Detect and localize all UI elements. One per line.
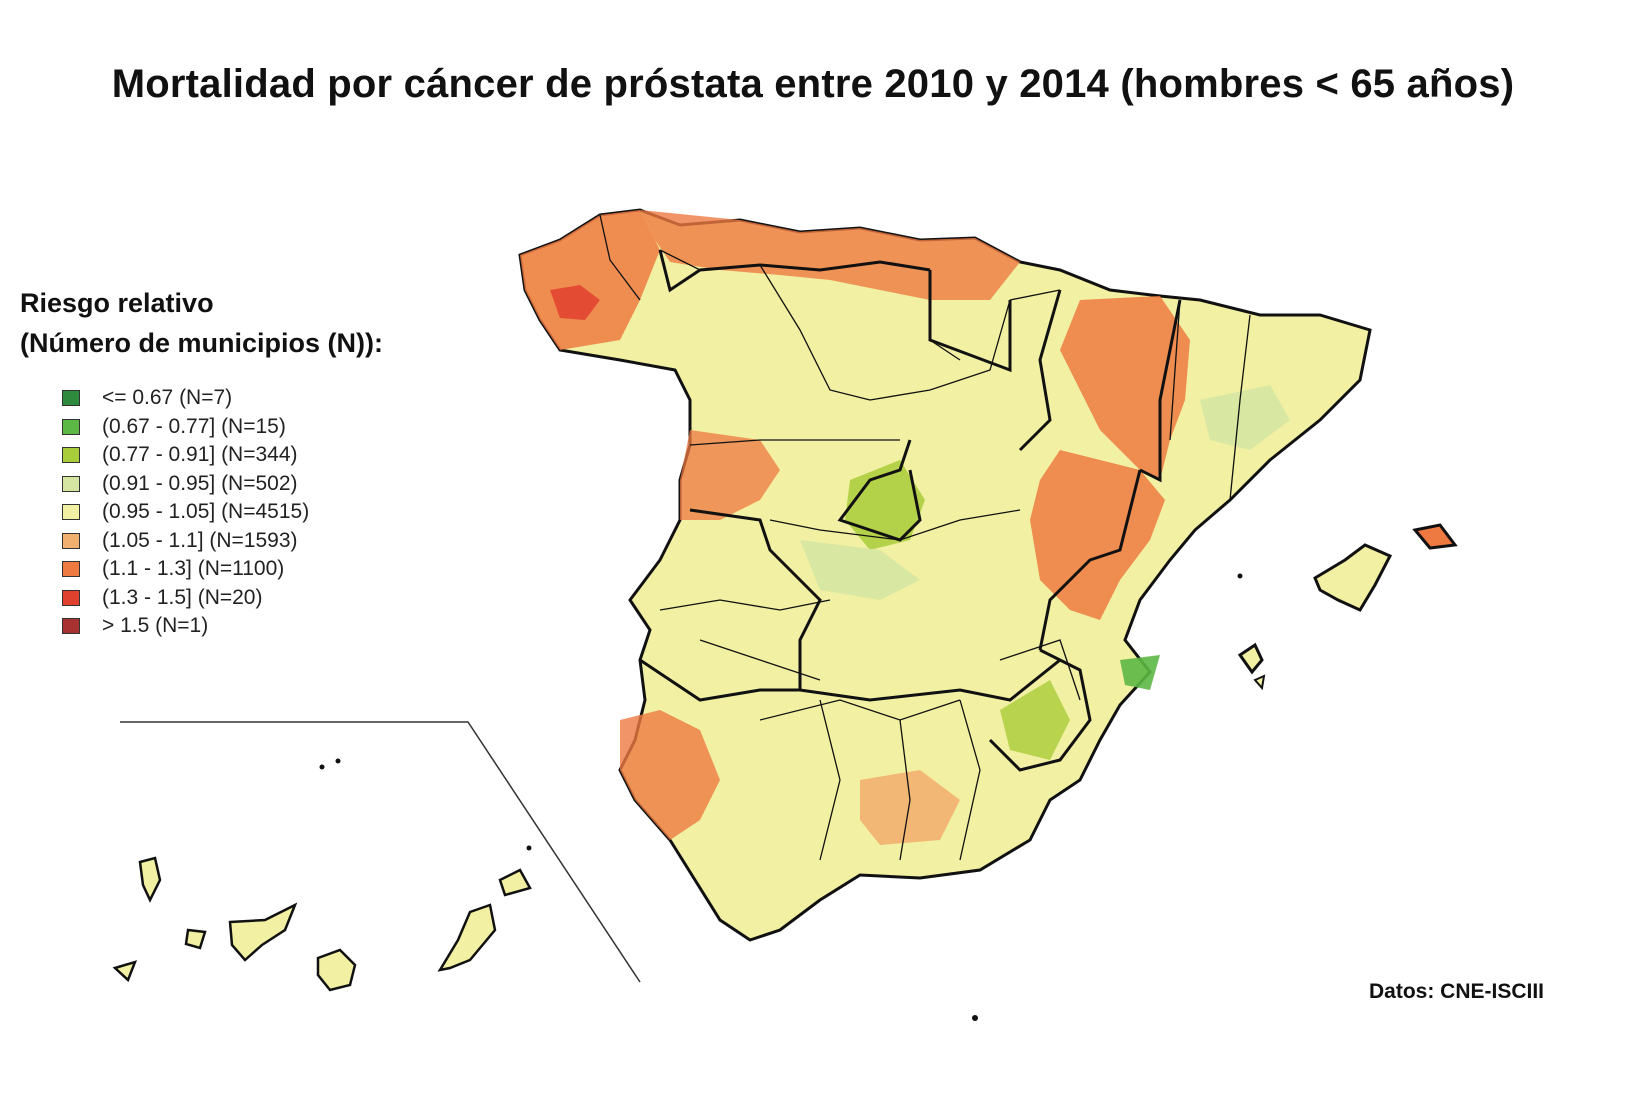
- islet-dot: [1237, 573, 1243, 579]
- region-alicante-green: [1120, 655, 1160, 690]
- islet-dot: [319, 764, 325, 770]
- legend-item: <= 0.67 (N=7): [62, 384, 309, 413]
- region-galicia-hotspot: [550, 285, 600, 320]
- community-borders: [639, 249, 1182, 772]
- legend-item: > 1.5 (N=1): [62, 612, 309, 641]
- legend-swatch: [62, 390, 80, 407]
- legend-item: (1.1 - 1.3] (N=1100): [62, 555, 309, 584]
- region-huelva-high: [620, 710, 720, 840]
- legend-swatch: [62, 561, 80, 578]
- islet-dot: [972, 1015, 978, 1021]
- island-el-hierro: [112, 960, 138, 983]
- legend-label: (0.77 - 0.91] (N=344): [102, 443, 298, 467]
- legend-item: (0.91 - 0.95] (N=502): [62, 470, 309, 499]
- legend-title: Riesgo relativo (Número de municipios (N…: [20, 283, 383, 363]
- island-menorca: [1412, 523, 1458, 550]
- legend-label: (0.95 - 1.05] (N=4515): [102, 500, 310, 524]
- legend-label: > 1.5 (N=1): [102, 614, 209, 638]
- legend-swatch: [62, 447, 80, 464]
- region-east-high: [1030, 450, 1165, 620]
- region-extremadura-west: [680, 430, 780, 520]
- legend-item: (0.95 - 1.05] (N=4515): [62, 498, 309, 527]
- legend-label: (1.3 - 1.5] (N=20): [102, 585, 263, 609]
- legend-item: (1.3 - 1.5] (N=20): [62, 584, 309, 613]
- island-ibiza: [1237, 642, 1264, 675]
- island-la-palma: [138, 856, 162, 903]
- legend: <= 0.67 (N=7) (0.67 - 0.77] (N=15) (0.77…: [62, 384, 309, 641]
- legend-item: (0.67 - 0.77] (N=15): [62, 413, 309, 442]
- region-toledo-green: [800, 540, 920, 600]
- legend-swatch: [62, 618, 80, 635]
- legend-title-line2: (Número de municipios (N)):: [20, 328, 383, 358]
- legend-swatch: [62, 589, 80, 606]
- legend-swatch: [62, 504, 80, 521]
- island-fuerteventura: [437, 903, 497, 972]
- islet-dot: [335, 758, 341, 764]
- region-galicia-high: [520, 210, 660, 350]
- islet-dot: [526, 845, 532, 851]
- region-murcia-green: [1000, 680, 1070, 760]
- island-formentera: [1253, 674, 1266, 691]
- inset-frame-line: [120, 721, 641, 983]
- region-north-coast: [640, 210, 1020, 300]
- legend-title-line1: Riesgo relativo: [20, 288, 214, 318]
- island-gran-canaria: [316, 948, 357, 992]
- region-south-mid: [860, 770, 960, 845]
- internal-borders: [599, 214, 1251, 861]
- island-tenerife: [228, 902, 298, 962]
- legend-label: <= 0.67 (N=7): [102, 386, 233, 410]
- legend-swatch: [62, 418, 80, 435]
- region-aragon-high: [1060, 296, 1190, 480]
- legend-item: (0.77 - 0.91] (N=344): [62, 441, 309, 470]
- legend-item: (1.05 - 1.1] (N=1593): [62, 527, 309, 556]
- map-title: Mortalidad por cáncer de próstata entre …: [111, 62, 1515, 106]
- legend-label: (1.1 - 1.3] (N=1100): [102, 557, 285, 581]
- data-source: Datos: CNE-ISCIII: [1368, 980, 1544, 1003]
- legend-swatch: [62, 532, 80, 549]
- legend-swatch: [62, 475, 80, 492]
- legend-label: (1.05 - 1.1] (N=1593): [102, 528, 298, 552]
- region-catalonia-green: [1200, 385, 1290, 450]
- island-lanzarote: [498, 868, 532, 897]
- island-mallorca: [1313, 543, 1393, 612]
- legend-label: (0.67 - 0.77] (N=15): [102, 414, 286, 438]
- island-la-gomera: [184, 928, 207, 950]
- legend-label: (0.91 - 0.95] (N=502): [102, 471, 298, 495]
- peninsula-outline: [518, 208, 1372, 942]
